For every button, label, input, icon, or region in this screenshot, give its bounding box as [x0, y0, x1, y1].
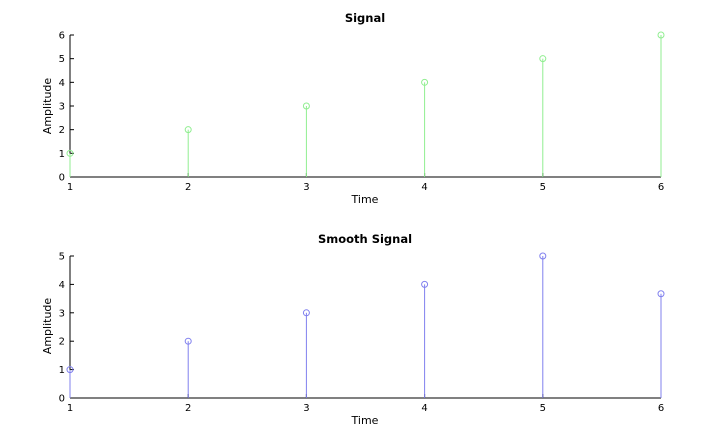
stem-marker — [184, 126, 192, 134]
x-tick-label: 4 — [421, 182, 427, 193]
stem-marker — [302, 309, 310, 317]
stem-marker — [539, 55, 547, 63]
x-axis-label: Time — [351, 414, 379, 427]
x-tick-label: 5 — [540, 182, 546, 193]
stem-marker — [184, 337, 192, 345]
stem-marker — [66, 366, 74, 374]
stem-marker — [66, 149, 74, 157]
x-tick-label: 3 — [303, 403, 309, 414]
x-tick-label: 2 — [185, 182, 191, 193]
x-tick-label: 6 — [658, 182, 664, 193]
y-tick-label: 2 — [59, 337, 65, 348]
y-tick-label: 1 — [59, 365, 65, 376]
stem-marker — [421, 280, 429, 288]
y-tick-label: 1 — [59, 149, 65, 160]
y-tick-label: 4 — [59, 280, 65, 291]
y-tick-label: 3 — [59, 102, 65, 113]
y-tick-label: 5 — [59, 54, 65, 65]
x-tick-label: 2 — [185, 403, 191, 414]
x-tick-label: 6 — [658, 403, 664, 414]
x-tick-label: 5 — [540, 403, 546, 414]
stem-marker — [421, 78, 429, 86]
y-axis-label: Amplitude — [41, 298, 54, 355]
y-tick-label: 2 — [59, 125, 65, 136]
stem-marker — [657, 290, 665, 298]
stem-marker — [302, 102, 310, 110]
x-axis-label: Time — [351, 193, 379, 206]
y-tick-label: 6 — [59, 31, 65, 42]
y-tick-label: 5 — [59, 252, 65, 263]
y-tick-label: 0 — [59, 394, 65, 405]
stem-marker — [539, 252, 547, 260]
x-tick-label: 1 — [67, 182, 73, 193]
chart-title: Signal — [345, 11, 385, 25]
x-tick-label: 1 — [67, 403, 73, 414]
y-tick-label: 3 — [59, 308, 65, 319]
y-axis-label: Amplitude — [41, 78, 54, 135]
x-tick-label: 4 — [421, 403, 427, 414]
y-tick-label: 0 — [59, 173, 65, 184]
x-tick-label: 3 — [303, 182, 309, 193]
y-tick-label: 4 — [59, 78, 65, 89]
stem-marker — [657, 31, 665, 39]
chart-title: Smooth Signal — [318, 232, 412, 246]
